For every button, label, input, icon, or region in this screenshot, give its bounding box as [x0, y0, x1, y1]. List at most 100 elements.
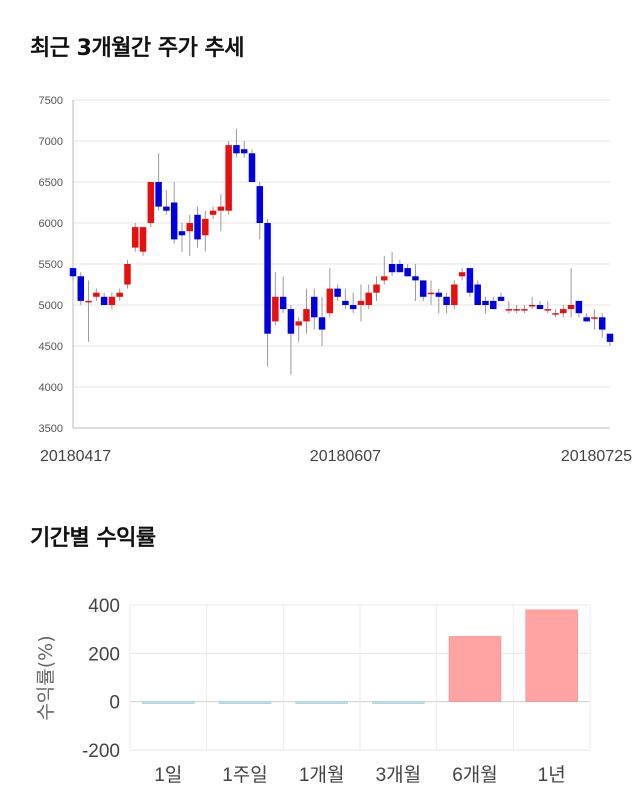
- return-y-axis-label: 수익률(%): [35, 635, 57, 720]
- candle-body: [194, 214, 201, 240]
- return-y-tick-label: 400: [88, 596, 120, 617]
- candle-body: [490, 300, 497, 310]
- candle-body: [606, 333, 614, 342]
- candle-body: [116, 292, 123, 297]
- candle-body: [93, 292, 100, 297]
- candle-body: [474, 284, 481, 305]
- candle-body: [233, 145, 240, 154]
- candle-body: [388, 264, 396, 273]
- candle-body: [560, 309, 567, 314]
- candle-body: [326, 288, 334, 314]
- candle-body: [427, 292, 435, 295]
- candle-body: [69, 268, 77, 277]
- candle-body: [396, 264, 404, 273]
- candle-body: [85, 300, 92, 303]
- candle-body: [279, 296, 287, 310]
- candle-body: [528, 305, 536, 307]
- price-y-tick-label: 6500: [39, 177, 63, 189]
- price-y-tick-label: 6000: [39, 218, 63, 230]
- return-chart-title: 기간별 수익률: [30, 526, 156, 551]
- price-trend-chart: 3500 4000 4500 5000 5500 6000 6500 7000 7500 2018…: [39, 95, 633, 465]
- candle-body: [108, 296, 116, 305]
- return-bar: [295, 701, 348, 704]
- candle-body: [100, 296, 108, 305]
- candle-body: [186, 223, 193, 232]
- price-x-tick-label: 20180725: [561, 448, 632, 465]
- candle-body: [209, 210, 217, 215]
- return-bar: [218, 701, 272, 704]
- candle-body: [381, 276, 388, 281]
- price-y-tick-label: 3500: [39, 423, 63, 435]
- candle-body: [451, 284, 458, 305]
- candle-body: [349, 305, 357, 310]
- candle-body: [458, 272, 466, 277]
- candle-body: [264, 223, 271, 334]
- candle-body: [77, 276, 85, 301]
- price-y-tick-label: 7000: [39, 136, 63, 148]
- return-bar: [448, 636, 502, 702]
- candle-body: [505, 309, 513, 311]
- return-bar: [142, 701, 195, 704]
- candle-body: [147, 182, 155, 223]
- candle-body: [598, 317, 606, 330]
- candle-body: [318, 317, 326, 330]
- candle-body: [272, 296, 279, 322]
- return-x-tick-label: 3개월: [376, 764, 422, 786]
- return-bar: [372, 701, 425, 704]
- candle-body: [342, 300, 349, 305]
- candle-body: [202, 218, 209, 236]
- price-y-tick-label: 5000: [39, 300, 63, 312]
- candle-body: [583, 317, 590, 322]
- candle-body: [575, 300, 583, 314]
- candle-body: [132, 227, 139, 248]
- return-x-tick-label: 1년: [538, 764, 566, 786]
- candle-body: [412, 276, 419, 281]
- candle-body: [521, 309, 528, 311]
- candle-body: [248, 153, 256, 182]
- price-y-tick-label: 4500: [39, 341, 63, 353]
- candle-body: [178, 231, 186, 236]
- candle-body: [544, 309, 551, 311]
- price-y-tick-label: 7500: [39, 95, 63, 107]
- candle-body: [256, 186, 264, 223]
- candle-body: [482, 300, 489, 305]
- candle-body: [466, 268, 474, 293]
- return-x-tick-label: 6개월: [452, 764, 498, 786]
- candle-body: [357, 300, 365, 305]
- price-x-tick-label: 20180607: [310, 448, 381, 465]
- return-x-tick-label: 1개월: [299, 764, 345, 786]
- return-x-tick-label: 1주일: [222, 764, 268, 786]
- return-x-tick-label: 1일: [154, 764, 182, 786]
- price-chart-title: 최근 3개월간 주가 추세: [30, 36, 244, 61]
- candle-body: [419, 280, 427, 297]
- candle-body: [295, 321, 302, 326]
- return-y-tick-label: 0: [109, 693, 120, 714]
- candle-body: [513, 309, 520, 311]
- price-y-tick-label: 5500: [39, 259, 63, 271]
- candle-body: [552, 313, 559, 315]
- candle-body: [163, 206, 170, 211]
- candle-body: [240, 149, 248, 154]
- candle-body: [373, 284, 380, 293]
- candle-body: [497, 296, 505, 301]
- candle-body: [311, 296, 318, 318]
- candle-body: [303, 309, 310, 322]
- candle-body: [155, 182, 162, 207]
- return-y-tick-label: -200: [82, 741, 120, 762]
- candle-body: [365, 292, 372, 305]
- candle-body: [404, 268, 411, 277]
- candle-body: [170, 202, 178, 240]
- candle-body: [567, 305, 575, 310]
- price-x-tick-label: 20180417: [40, 448, 111, 465]
- candle-body: [435, 292, 443, 297]
- candle-body: [217, 206, 225, 211]
- candle-body: [443, 296, 450, 305]
- candle-body: [591, 317, 598, 319]
- candle-body: [334, 288, 341, 297]
- candle-body: [536, 305, 544, 310]
- candle-body: [225, 145, 232, 211]
- candle-body: [287, 309, 295, 334]
- price-y-tick-label: 4000: [39, 382, 63, 394]
- return-y-tick-label: 200: [88, 644, 120, 665]
